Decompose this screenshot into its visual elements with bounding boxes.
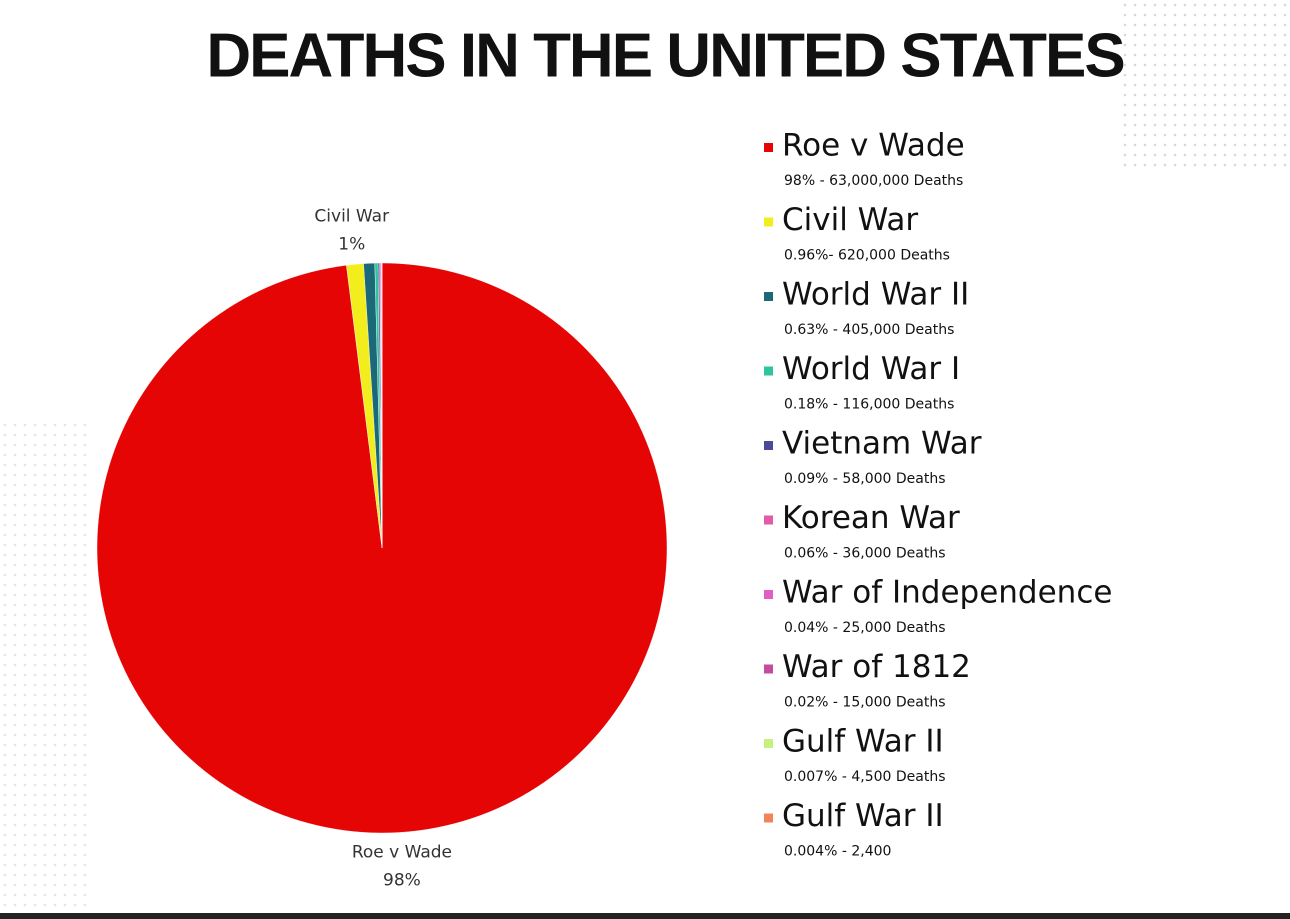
legend-detail: 0.09% - 58,000 Deaths	[784, 471, 946, 487]
dot-pattern	[1120, 0, 1290, 170]
legend-marker	[764, 143, 773, 152]
bottom-bar	[0, 913, 1290, 919]
dot-pattern	[0, 420, 90, 919]
slice-label-value: 98%	[383, 870, 421, 890]
slice-label-name: Roe v Wade	[352, 842, 452, 862]
legend-name: Korean War	[782, 500, 960, 536]
chart-title: DEATHS IN THE UNITED STATES	[206, 21, 1123, 90]
legend-name: Vietnam War	[782, 426, 982, 462]
legend-name: Roe v Wade	[782, 128, 965, 164]
slice-label-value: 1%	[338, 234, 365, 254]
legend-name: War of Independence	[782, 575, 1112, 611]
legend-name: Civil War	[782, 202, 918, 238]
legend-name: Gulf War II	[782, 798, 944, 834]
legend-marker	[764, 590, 773, 599]
legend-marker	[764, 441, 773, 450]
legend-marker	[764, 813, 773, 823]
legend-marker	[764, 664, 773, 674]
legend-detail: 0.18% - 116,000 Deaths	[784, 397, 954, 413]
legend-name: World War I	[782, 351, 960, 387]
legend-marker	[764, 739, 773, 748]
legend-marker	[764, 292, 773, 301]
legend-detail: 0.96%- 620,000 Deaths	[784, 248, 950, 264]
legend-name: Gulf War II	[782, 724, 944, 760]
legend-name: World War II	[782, 277, 969, 313]
legend-name: War of 1812	[782, 649, 971, 685]
legend-detail: 0.06% - 36,000 Deaths	[784, 546, 946, 562]
legend-detail: 98% - 63,000,000 Deaths	[784, 173, 963, 189]
pie: Roe v Wade 98% Civil War 1%	[96, 206, 668, 890]
legend-detail: 0.007% - 4,500 Deaths	[784, 769, 946, 785]
legend-detail: 0.004% - 2,400	[784, 844, 891, 860]
legend-detail: 0.02% - 15,000 Deaths	[784, 695, 946, 711]
legend-detail: 0.63% - 405,000 Deaths	[784, 322, 954, 338]
legend-marker	[764, 366, 773, 376]
legend: Roe v Wade 98% - 63,000,000 Deaths Civil W…	[764, 128, 1112, 860]
slice-label-name: Civil War	[314, 206, 389, 226]
legend-marker	[764, 515, 773, 525]
legend-marker	[764, 217, 773, 227]
legend-detail: 0.04% - 25,000 Deaths	[784, 620, 946, 636]
